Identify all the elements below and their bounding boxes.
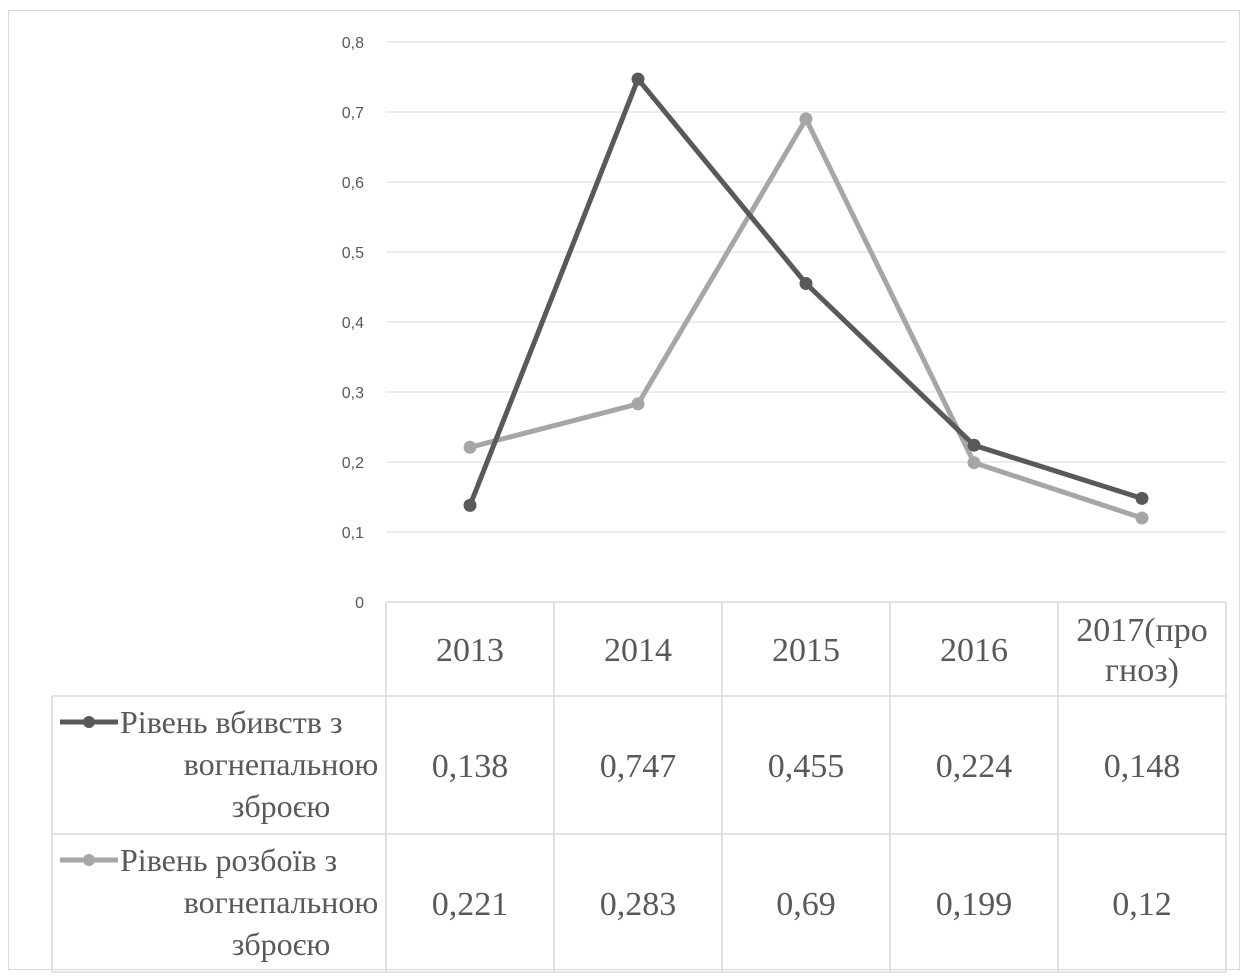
data-label: 0,138 (432, 748, 509, 785)
legend-series-label: зброєю (232, 788, 331, 824)
legend-series-label: вогнепальною (184, 746, 379, 782)
data-point (799, 277, 813, 290)
category-label: 2017(про (1076, 612, 1208, 649)
data-label: 0,283 (600, 886, 677, 923)
legend-key-marker (83, 854, 95, 866)
data-label: 0,224 (936, 748, 1013, 785)
category-label: 2013 (436, 632, 504, 669)
y-tick-label: 0,1 (342, 525, 364, 542)
y-tick-label: 0,4 (342, 315, 364, 332)
category-label: 2015 (772, 632, 840, 669)
category-label: 2016 (940, 632, 1008, 669)
data-label: 0,455 (768, 748, 845, 785)
data-point (631, 72, 645, 86)
y-tick-label: 0,6 (342, 175, 364, 192)
legend-series-label: зброєю (232, 926, 331, 962)
legend-series-label: вогнепальною (184, 884, 379, 920)
data-point (631, 397, 645, 411)
data-label: 0,747 (600, 748, 677, 785)
data-point (463, 440, 477, 454)
category-label: гноз) (1105, 652, 1179, 689)
data-point (799, 112, 813, 126)
y-tick-label: 0,5 (342, 245, 364, 262)
data-label: 0,69 (776, 886, 836, 923)
data-label: 0,199 (936, 886, 1013, 923)
category-label: 2014 (604, 632, 672, 669)
data-label: 0,221 (432, 886, 509, 923)
y-tick-label: 0 (355, 595, 364, 612)
data-label: 0,148 (1104, 748, 1181, 785)
data-point (1135, 511, 1149, 525)
data-point (463, 498, 477, 512)
y-tick-label: 0,2 (342, 455, 364, 472)
legend-series-label: Рівень вбивств з (120, 704, 342, 740)
chart-frame (8, 10, 1240, 970)
data-point (967, 456, 981, 470)
y-tick-label: 0,3 (342, 385, 364, 402)
series-line (467, 76, 1143, 507)
series-line (469, 116, 1143, 521)
y-tick-label: 0,8 (342, 35, 364, 52)
y-tick-label: 0,7 (342, 105, 364, 122)
data-point (967, 438, 981, 452)
data-point (1135, 491, 1149, 505)
data-label: 0,12 (1112, 886, 1172, 923)
legend-key-marker (83, 716, 95, 728)
legend-series-label: Рівень розбоїв з (120, 842, 337, 878)
